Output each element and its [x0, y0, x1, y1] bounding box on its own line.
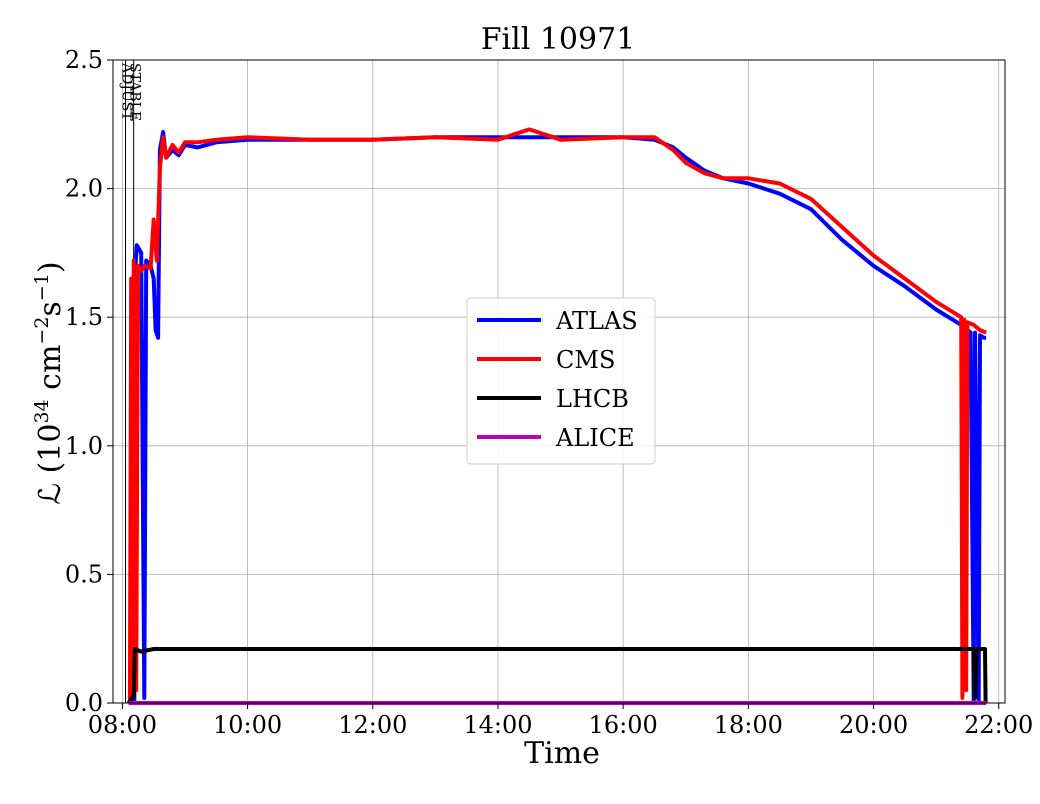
legend-label-alice: ALICE: [555, 424, 635, 452]
series-line-lhcb: [126, 647, 988, 705]
y-tick-label-2-0: 2.0: [65, 175, 103, 203]
y-tick-label-1-5: 1.5: [65, 303, 103, 331]
y-axis-title-exp1: 34: [31, 399, 53, 423]
y-tick-label-0-0: 0.0: [65, 689, 103, 717]
y-axis-title-exp3: −1: [31, 273, 53, 301]
y-tick-label-0-5: 0.5: [65, 560, 103, 588]
y-axis-title-s: s: [33, 301, 68, 316]
y-axis-title-suffix: ): [33, 261, 68, 273]
y-tick-label-2-5: 2.5: [65, 46, 103, 74]
marker-label-adjust: ADJUST: [119, 62, 135, 121]
x-tick-label-10-00: 10:00: [213, 711, 282, 739]
legend: ATLAS CMS LHCB ALICE: [466, 297, 656, 465]
legend-label-lhcb: LHCB: [556, 385, 629, 413]
y-axis-title: ℒ (1034 cm−2s−1): [31, 261, 68, 504]
legend-label-atlas: ATLAS: [555, 307, 638, 335]
x-tick-label-08-00: 08:00: [88, 711, 157, 739]
x-tick-label-12-00: 12:00: [338, 711, 407, 739]
x-tick-label-22-00: 22:00: [964, 711, 1033, 739]
chart-title: Fill 10971: [481, 22, 636, 57]
y-axis-title-exp2: −2: [31, 317, 53, 345]
legend-label-cms: CMS: [556, 346, 615, 374]
y-tick-label-1-0: 1.0: [65, 432, 103, 460]
marker-label-stable: STABLE: [127, 63, 143, 121]
x-tick-label-14-00: 14:00: [463, 711, 532, 739]
y-axis-title-mid: cm: [33, 345, 68, 400]
y-axis-title-prefix: ℒ (10: [33, 424, 68, 505]
plot-frame: [112, 59, 1006, 704]
series-line-cms: [127, 127, 987, 704]
x-tick-label-16-00: 16:00: [589, 711, 658, 739]
x-axis-title: Time: [524, 736, 600, 771]
x-tick-label-18-00: 18:00: [714, 711, 783, 739]
x-tick-label-20-00: 20:00: [839, 711, 908, 739]
axis-layer: 08:00 10:00 12:00 14:00 16:00 18:00 20:00 22:00…: [65, 46, 1033, 739]
legend-box: [466, 297, 656, 465]
